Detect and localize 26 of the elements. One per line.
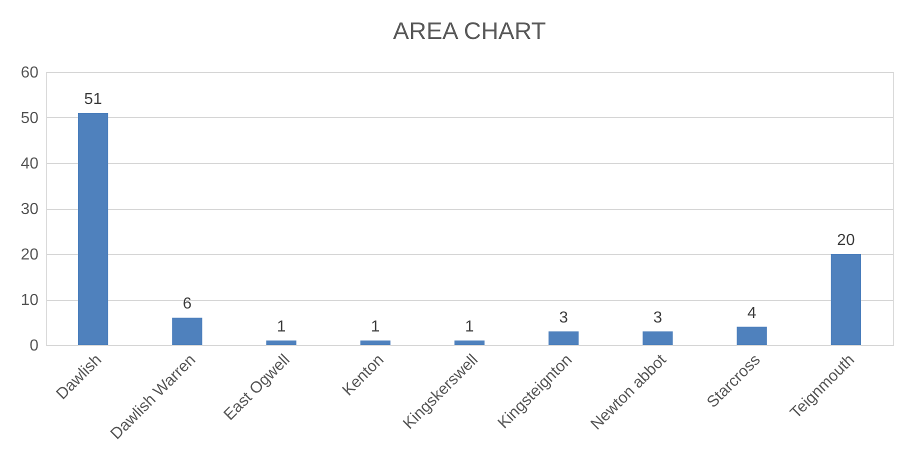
data-label: 1 (370, 318, 380, 336)
y-tick-label: 30 (20, 201, 39, 218)
bar (830, 254, 861, 345)
y-tick-label: 50 (20, 110, 39, 127)
bar (266, 340, 296, 345)
y-tick-label: 10 (20, 292, 39, 309)
data-label: 4 (747, 304, 756, 322)
data-label: 3 (653, 309, 662, 326)
data-label: 20 (837, 232, 855, 249)
y-tick-label: 40 (20, 156, 39, 172)
y-tick-label: 20 (20, 246, 39, 264)
bar (548, 331, 579, 345)
bar (642, 331, 673, 345)
bar (454, 340, 485, 345)
bar (736, 326, 767, 345)
chart-title: AREA CHART (393, 18, 546, 45)
data-label: 1 (276, 318, 286, 336)
data-label: 3 (559, 309, 568, 326)
y-tick-label: 0 (30, 338, 39, 354)
bar (78, 112, 108, 345)
data-label: 6 (182, 296, 192, 313)
data-label: 51 (84, 90, 102, 108)
data-label: 1 (465, 318, 474, 336)
y-tick-label: 60 (20, 64, 39, 82)
bar (172, 318, 202, 345)
bar (360, 340, 390, 345)
